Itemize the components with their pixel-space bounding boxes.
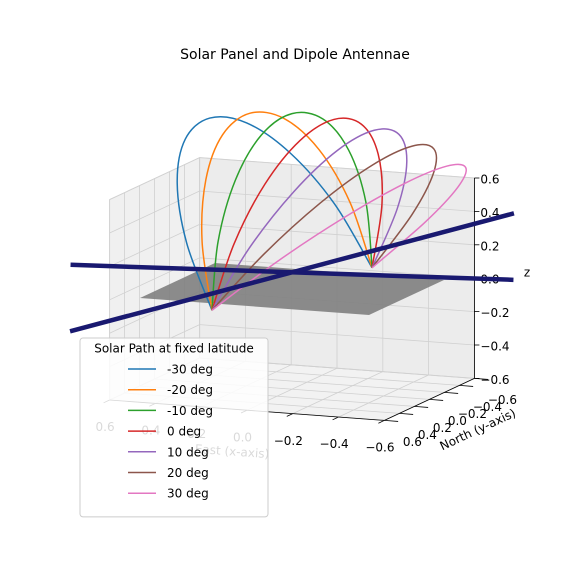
y-tick-label: 0.4 — [418, 428, 437, 442]
solar-path — [211, 163, 467, 311]
solar-path — [211, 128, 408, 311]
y-tick — [429, 399, 444, 401]
z-tick-label: −0.2 — [480, 306, 509, 320]
legend-title: Solar Path at fixed latitude — [94, 342, 254, 356]
y-tick — [444, 392, 459, 394]
grid-line — [199, 157, 475, 179]
legend-box — [79, 337, 269, 518]
y-tick-label: −0.2 — [458, 407, 487, 421]
y-tick-label: 0.6 — [403, 435, 422, 449]
legend-label: -20 deg — [167, 383, 213, 397]
y-tick — [384, 420, 399, 422]
x-tick — [286, 413, 293, 417]
legend-label: 0 deg — [167, 425, 201, 439]
x-tick — [378, 420, 385, 424]
grid-line — [199, 190, 475, 212]
x-tick-label: −0.4 — [320, 437, 349, 451]
x-tick-label: −0.2 — [274, 434, 303, 448]
z-axis-label: z — [524, 266, 530, 280]
antenna — [69, 211, 515, 334]
legend-label: 20 deg — [167, 466, 209, 480]
z-tick-label: −0.6 — [480, 373, 509, 387]
grid-line — [109, 190, 200, 234]
y-axis — [384, 378, 475, 421]
solar-path — [211, 117, 384, 311]
chart-title: Solar Panel and Dipole Antennae — [180, 47, 410, 63]
solar-path — [211, 111, 373, 311]
y-tick — [399, 413, 414, 415]
grid-line — [109, 257, 200, 301]
x-tick-label: −0.6 — [365, 441, 394, 455]
solar-path — [211, 143, 438, 311]
legend-label: -10 deg — [167, 404, 213, 418]
y-tick-label: 0.0 — [448, 414, 467, 428]
y-tick — [459, 385, 474, 387]
grid-line — [199, 224, 475, 246]
y-tick — [414, 406, 429, 408]
grid-line — [109, 224, 200, 267]
grid-line — [109, 157, 200, 200]
legend-label: -30 deg — [167, 363, 213, 377]
legend-label: 10 deg — [167, 445, 209, 459]
solar-path — [200, 111, 373, 311]
legend-label: 30 deg — [167, 487, 209, 501]
z-tick-label: −0.4 — [480, 340, 509, 354]
legend: Solar Path at fixed latitude -30 deg -20 d… — [79, 337, 269, 518]
z-tick-label: 0.6 — [480, 173, 499, 187]
z-tick-label: 0.2 — [480, 239, 499, 253]
y-tick-label: −0.4 — [473, 400, 502, 414]
x-tick — [332, 416, 339, 421]
y-tick-label: 0.2 — [433, 421, 452, 435]
grid-line — [199, 324, 475, 346]
y-tick-label: −0.6 — [488, 393, 517, 407]
solar-path — [176, 116, 373, 311]
